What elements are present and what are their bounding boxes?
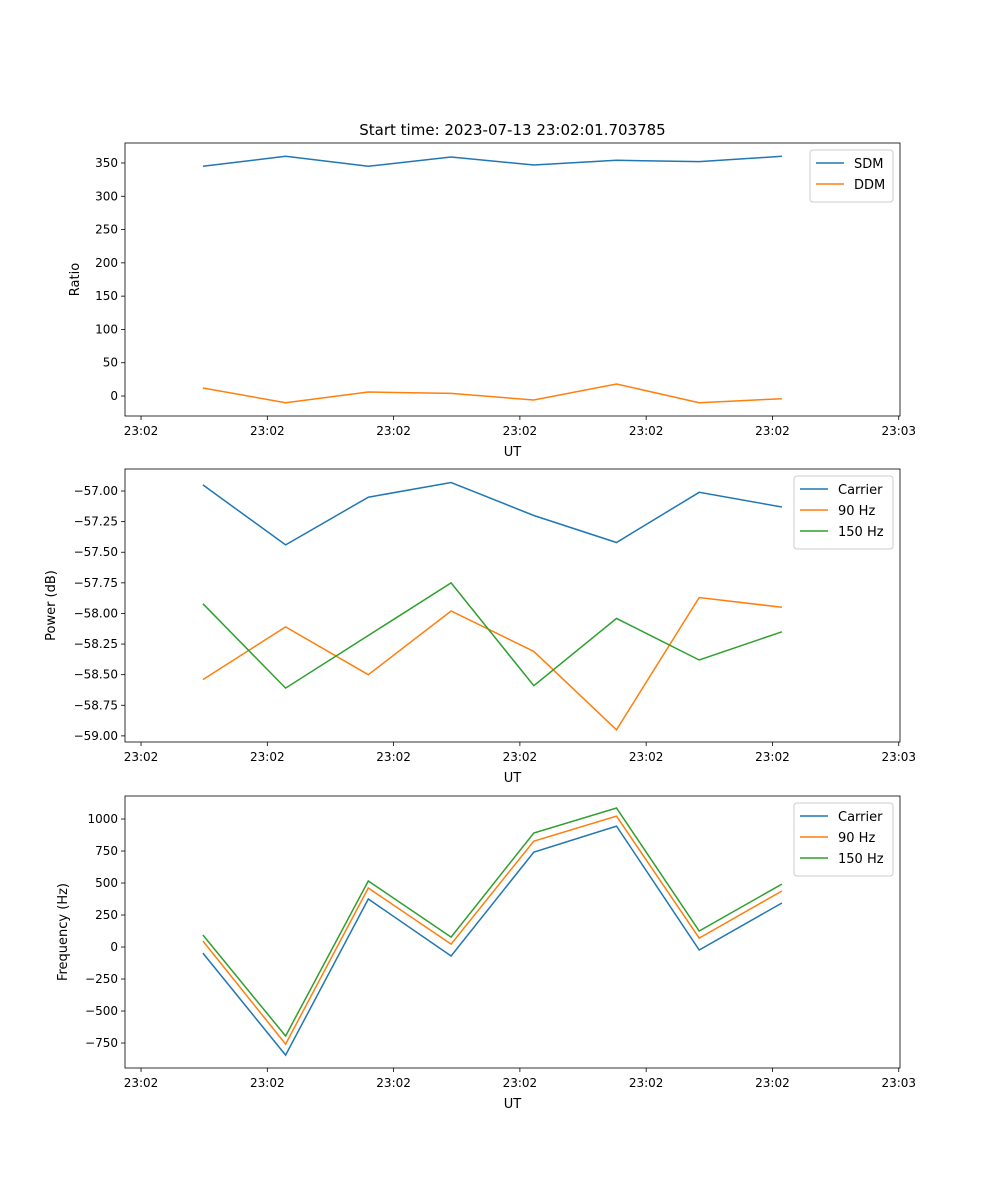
legend-label: 90 Hz	[838, 504, 875, 519]
x-tick-label: 23:03	[881, 424, 916, 438]
x-tick-label: 23:02	[124, 424, 159, 438]
x-tick-label: 23:02	[376, 1076, 411, 1090]
x-axis-label: UT	[504, 771, 522, 786]
y-tick-label: −58.75	[74, 698, 118, 712]
y-axis-label: Frequency (Hz)	[56, 883, 71, 981]
y-tick-label: −58.25	[74, 637, 118, 651]
series-line-150-hz	[202, 807, 783, 1038]
axes-frame	[124, 468, 901, 743]
legend: Carrier 90 Hz 150 Hz	[793, 802, 894, 877]
y-tick-label: −58.00	[74, 606, 118, 620]
legend-label: DDM	[854, 178, 885, 193]
y-tick-label: −58.50	[74, 668, 118, 682]
series-line-90-hz	[202, 596, 782, 731]
legend-label: Carrier	[838, 483, 883, 498]
y-tick-label: −250	[85, 972, 118, 986]
axes-frame	[124, 142, 901, 417]
y-tick-label: −57.25	[74, 515, 118, 529]
x-tick-label: 23:02	[250, 424, 285, 438]
y-tick-label: 0	[110, 940, 118, 954]
x-tick-label: 23:02	[503, 424, 538, 438]
y-tick-label: 300	[95, 189, 118, 203]
x-tick-label: 23:02	[250, 750, 285, 764]
series-line-ddm	[202, 383, 782, 404]
x-tick-label: 23:02	[755, 750, 790, 764]
x-tick-label: 23:02	[755, 424, 790, 438]
y-tick-label: −59.00	[74, 729, 118, 743]
subplot-3: 23:02 23:02 23:02 23:02 23:02 23:02 23:03 UT −75…	[56, 795, 916, 1112]
series-line-carrier	[202, 825, 783, 1057]
y-tick-label: −57.00	[74, 484, 118, 498]
x-tick-label: 23:02	[124, 1076, 159, 1090]
y-tick-label: 250	[95, 223, 118, 237]
y-axis-label: Power (dB)	[44, 570, 59, 641]
axes-frame	[124, 795, 901, 1069]
y-tick-label: 50	[103, 356, 118, 370]
legend-label: Carrier	[838, 810, 883, 825]
subplot-2: 23:02 23:02 23:02 23:02 23:02 23:02 23:03 UT −59…	[44, 468, 916, 786]
y-axis-label: Ratio	[68, 263, 83, 296]
x-axis-label: UT	[504, 445, 522, 460]
y-tick-label: 100	[95, 322, 118, 336]
y-tick-label: −500	[85, 1004, 118, 1018]
y-tick-label: 350	[95, 156, 118, 170]
y-tick-label: −57.50	[74, 545, 118, 559]
x-tick-label: 23:02	[376, 750, 411, 764]
legend: SDM DDM	[809, 149, 894, 203]
y-tick-label: 200	[95, 256, 118, 270]
y-tick-label: 150	[95, 289, 118, 303]
legend-label: SDM	[854, 157, 883, 172]
x-tick-label: 23:02	[503, 750, 538, 764]
chart-title: Start time: 2023-07-13 23:02:01.703785	[359, 121, 665, 139]
x-tick-label: 23:02	[376, 424, 411, 438]
legend-label: 150 Hz	[838, 525, 884, 540]
series-line-sdm	[202, 155, 782, 168]
x-tick-label: 23:02	[503, 1076, 538, 1090]
legend-label: 150 Hz	[838, 852, 884, 867]
x-tick-label: 23:02	[629, 1076, 664, 1090]
x-tick-label: 23:02	[250, 1076, 285, 1090]
series-line-carrier	[202, 481, 783, 546]
x-tick-label: 23:03	[881, 1076, 916, 1090]
series-line-90-hz	[202, 815, 783, 1046]
legend-label: 90 Hz	[838, 831, 875, 846]
y-tick-label: 0	[110, 389, 118, 403]
x-tick-label: 23:03	[881, 750, 916, 764]
y-tick-label: 500	[95, 876, 118, 890]
series-line-150-hz	[202, 581, 783, 690]
subplot-1: Start time: 2023-07-13 23:02:01.703785 23…	[68, 121, 916, 460]
legend: Carrier 90 Hz 150 Hz	[793, 475, 894, 550]
y-tick-label: −750	[85, 1036, 118, 1050]
y-tick-label: −57.75	[74, 576, 118, 590]
x-tick-label: 23:02	[755, 1076, 790, 1090]
y-tick-label: 1000	[87, 812, 118, 826]
x-tick-label: 23:02	[629, 424, 664, 438]
x-tick-label: 23:02	[124, 750, 159, 764]
y-tick-label: 750	[95, 844, 118, 858]
y-tick-label: 250	[95, 908, 118, 922]
x-tick-label: 23:02	[629, 750, 664, 764]
x-axis-label: UT	[504, 1097, 522, 1112]
